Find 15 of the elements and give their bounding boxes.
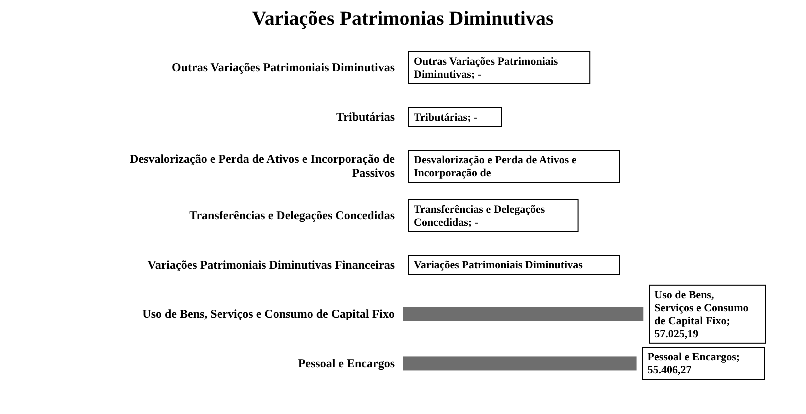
data-label: Variações Patrimoniais Diminutivas (414, 260, 584, 272)
y-tick-label: Transferências e Delegações Concedidas (190, 208, 396, 222)
chart-title: Variações Patrimonias Diminutivas (251, 8, 555, 32)
y-tick-label: Pessoal e Encargos (298, 356, 396, 370)
data-label: Outras Variações Patrimoniais Diminutivas; - (414, 56, 559, 81)
y-tick-label: Desvalorização e Perda de Ativos e Incorporação de Passivos (130, 152, 396, 180)
y-tick-label: Uso de Bens, Serviços e Consumo de Capital Fixo (142, 307, 395, 322)
data-label: Desvalorização e Perda de Ativos e Incorporação de (414, 154, 577, 180)
data-label: Uso de Bens, Serviços e Consumo de Capital Fixo; 57.025,19 (654, 289, 750, 340)
data-label: Tributárias; - (414, 112, 478, 124)
data-label: Transferências e Delegações Concedidas; - (414, 204, 546, 229)
y-tick-label: Variações Patrimoniais Diminutivas Financeiras (148, 258, 396, 272)
y-tick-label: Outras Variações Patrimoniais Diminutivas (172, 60, 396, 75)
y-tick-label: Tributárias (336, 110, 396, 124)
data-label: Pessoal e Encargos; 55.406,27 (648, 352, 740, 377)
